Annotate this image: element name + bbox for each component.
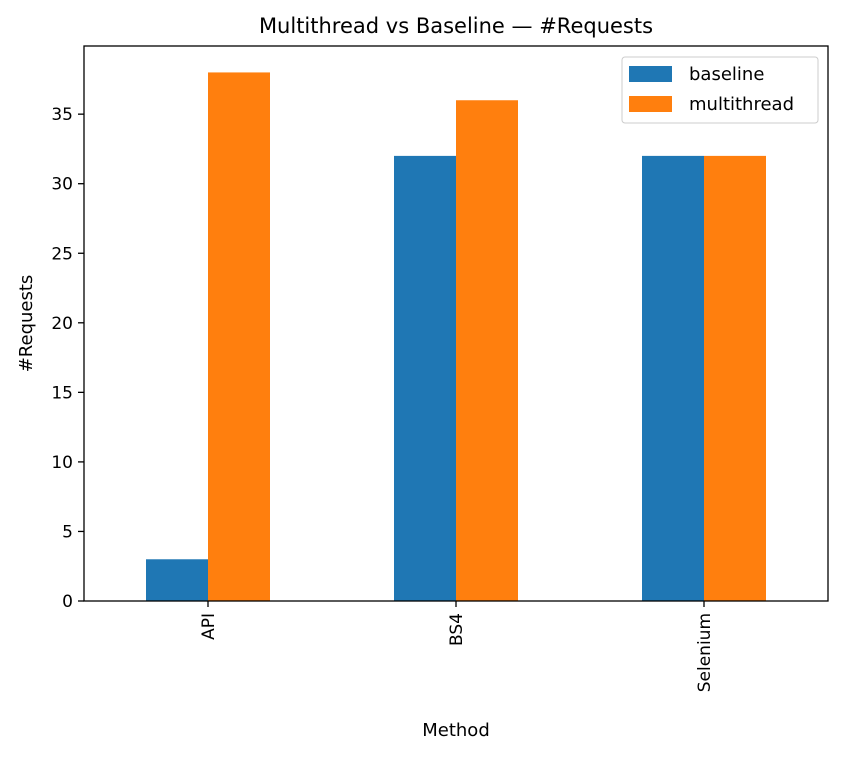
bars-layer [146,72,766,602]
bar-baseline-bs4 [394,155,456,602]
bar-baseline-selenium [642,155,704,602]
x-tick-label: API [199,613,219,640]
x-tick-label: Selenium [695,613,715,692]
legend-label-multithread: multithread [689,94,794,115]
x-axis-label: Method [422,720,490,741]
legend-swatch-multithread [629,96,672,112]
bar-baseline-api [146,559,208,601]
bar-multithread-api [208,72,270,601]
chart-title: Multithread vs Baseline — #Requests [259,14,653,38]
y-tick-label: 30 [51,175,73,195]
y-axis: 0 5 10 15 20 25 30 35 [51,105,84,612]
y-tick-label: 15 [51,383,73,403]
legend-label-baseline: baseline [689,64,764,85]
y-tick-label: 35 [51,105,73,125]
y-tick-label: 20 [51,314,73,334]
x-axis: API BS4 Selenium [199,601,715,692]
plot-area-frame [83,45,829,602]
bar-multithread-bs4 [456,100,518,602]
legend: baseline multithread [621,56,819,124]
y-tick-label: 0 [62,592,73,612]
y-tick-label: 25 [51,244,73,264]
legend-swatch-baseline [629,66,672,82]
y-tick-label: 5 [62,522,73,542]
y-tick-label: 10 [51,453,73,473]
x-tick-label: BS4 [447,613,467,646]
y-axis-label: #Requests [16,275,37,373]
bar-multithread-selenium [704,155,766,602]
